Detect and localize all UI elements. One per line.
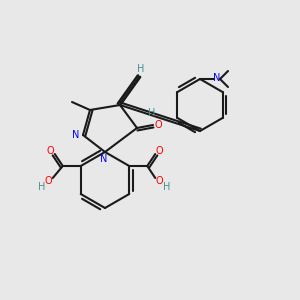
Text: H: H — [38, 182, 45, 192]
Text: N: N — [213, 73, 221, 83]
Text: O: O — [47, 146, 55, 156]
Text: H: H — [163, 182, 170, 192]
Text: O: O — [155, 176, 163, 186]
Text: O: O — [155, 146, 163, 156]
Text: H: H — [148, 108, 156, 118]
Text: H: H — [137, 64, 145, 74]
Text: N: N — [72, 130, 80, 140]
Text: O: O — [45, 176, 52, 186]
Text: O: O — [154, 120, 162, 130]
Text: N: N — [100, 154, 108, 164]
